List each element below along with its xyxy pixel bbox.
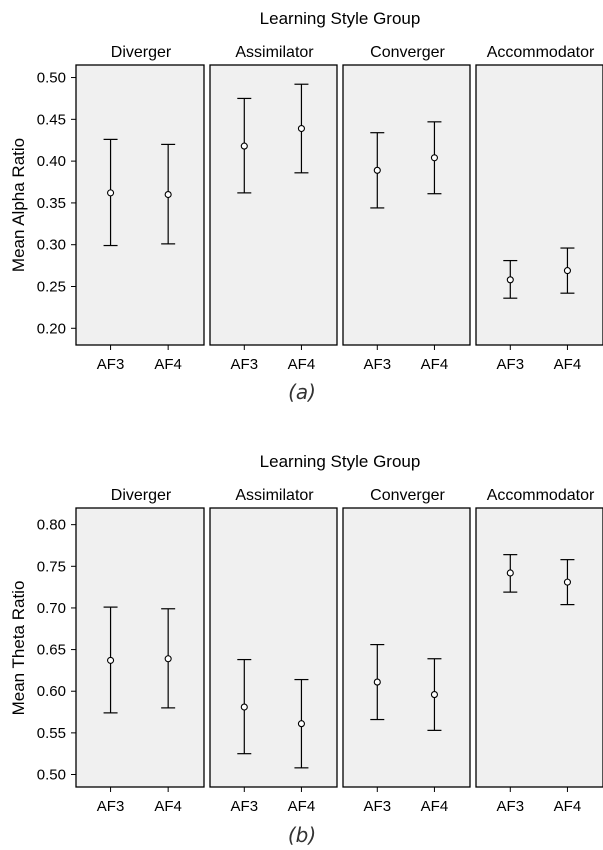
- panel-background: [475, 507, 603, 788]
- x-tick-label: AF3: [97, 356, 125, 373]
- y-tick-label: 0.60: [37, 683, 66, 700]
- error-bar-af4: [560, 559, 575, 606]
- error-bar-af4: [161, 608, 176, 709]
- y-tick-label: 0.65: [37, 642, 66, 659]
- error-bar-af3: [103, 606, 118, 714]
- y-tick-label: 0.75: [37, 558, 66, 575]
- mean-point: [297, 124, 305, 133]
- x-tick-label: AF4: [421, 798, 449, 815]
- mean-point: [506, 276, 514, 284]
- mean-point: [563, 578, 571, 586]
- facet-panel-assimilator: Assimilator AF3 AF4: [209, 487, 338, 815]
- x-tick-label: AF4: [288, 356, 316, 373]
- x-tick-label: AF3: [364, 356, 392, 373]
- mean-point: [297, 720, 305, 728]
- error-bar-af3: [370, 643, 385, 721]
- y-tick-label: 0.40: [37, 153, 66, 170]
- x-tick-label: AF4: [554, 798, 582, 815]
- chart-a: Learning Style Group Mean Alpha Ratio 0.20…: [9, 9, 603, 404]
- error-bar-af3: [237, 97, 252, 194]
- y-tick-label: 0.35: [37, 195, 66, 212]
- x-tick-label: AF3: [364, 798, 392, 815]
- x-tick-label: AF3: [97, 798, 125, 815]
- facet-panel-converger: Converger AF3 AF4: [342, 487, 471, 815]
- panel-background: [209, 64, 338, 346]
- y-tick-label: 0.55: [37, 725, 66, 742]
- x-tick-label: AF4: [154, 798, 182, 815]
- figure-caption: (b): [288, 823, 316, 847]
- mean-point: [563, 267, 571, 275]
- facet-label: Accommodator: [487, 487, 595, 504]
- error-bar-af3: [237, 658, 252, 755]
- panel-background: [342, 64, 471, 346]
- error-bar-af3: [503, 259, 518, 299]
- y-tick-label: 0.45: [37, 111, 66, 128]
- error-bar-af4: [560, 247, 575, 294]
- error-bar-af3: [370, 132, 385, 209]
- error-bar-af4: [427, 121, 442, 195]
- y-tick-label: 0.30: [37, 237, 66, 254]
- x-tick-label: AF4: [154, 356, 182, 373]
- y-axis-label: Mean Alpha Ratio: [9, 138, 28, 272]
- x-tick-label: AF4: [421, 356, 449, 373]
- mean-point: [430, 691, 438, 699]
- x-tick-label: AF3: [497, 356, 525, 373]
- facet-panel-diverger: Diverger AF3 AF4: [75, 44, 205, 373]
- mean-point: [430, 154, 438, 162]
- mean-point: [240, 142, 248, 150]
- facet-panel-accommodator: Accommodator AF3 AF4: [475, 487, 603, 815]
- x-tick-label: AF4: [554, 356, 582, 373]
- mean-point: [164, 191, 172, 199]
- y-tick-label: 0.25: [37, 278, 66, 295]
- facet-group-title: Learning Style Group: [260, 452, 421, 471]
- y-tick-label: 0.80: [37, 517, 66, 534]
- error-bar-af4: [294, 678, 309, 769]
- x-tick-label: AF3: [231, 356, 259, 373]
- y-tick-label: 0.50: [37, 70, 66, 87]
- facet-label: Converger: [370, 487, 445, 504]
- facet-panel-assimilator: Assimilator AF3 AF4: [209, 44, 338, 373]
- y-axis-label: Mean Theta Ratio: [9, 581, 28, 716]
- x-tick-label: AF3: [231, 798, 259, 815]
- panel-background: [342, 507, 471, 788]
- mean-point: [164, 655, 172, 663]
- mean-point: [373, 166, 381, 174]
- error-bar-af4: [161, 143, 176, 245]
- facet-panel-accommodator: Accommodator AF3 AF4: [475, 44, 603, 373]
- y-tick-label: 0.70: [37, 600, 66, 617]
- figure-caption: (a): [288, 380, 316, 404]
- mean-point: [107, 189, 115, 197]
- mean-point: [107, 656, 115, 664]
- mean-point: [373, 678, 381, 686]
- facet-label: Diverger: [111, 44, 172, 61]
- facet-label: Assimilator: [235, 44, 314, 61]
- y-tick-label: 0.50: [37, 767, 66, 784]
- error-bar-af3: [503, 554, 518, 593]
- error-bar-af4: [427, 658, 442, 731]
- facet-label: Assimilator: [235, 487, 314, 504]
- panel-background: [209, 507, 338, 788]
- mean-point: [506, 569, 514, 577]
- mean-point: [240, 703, 248, 711]
- facet-label: Converger: [370, 44, 445, 61]
- facet-label: Diverger: [111, 487, 172, 504]
- error-bar-af3: [103, 138, 118, 247]
- facet-panel-diverger: Diverger AF3 AF4: [75, 487, 205, 815]
- y-tick-label: 0.20: [37, 320, 66, 337]
- x-tick-label: AF4: [288, 798, 316, 815]
- chart-b: Learning Style Group Mean Theta Ratio 0.50…: [9, 452, 603, 847]
- panel-background: [75, 64, 205, 346]
- facet-group-title: Learning Style Group: [260, 9, 421, 28]
- panel-background: [475, 64, 603, 346]
- facet-label: Accommodator: [487, 44, 595, 61]
- panel-background: [75, 507, 205, 788]
- x-tick-label: AF3: [497, 798, 525, 815]
- facet-panel-converger: Converger AF3 AF4: [342, 44, 471, 373]
- error-bar-af4: [294, 83, 309, 174]
